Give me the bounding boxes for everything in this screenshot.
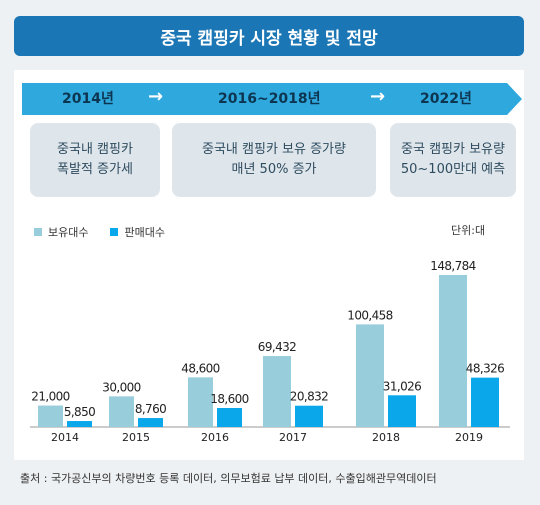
data-label: 100,458 <box>347 308 392 322</box>
bar <box>109 396 134 427</box>
bar <box>295 405 323 427</box>
timeline-label-2014: 2014년 <box>62 91 114 107</box>
data-label: 48,326 <box>466 362 504 376</box>
data-label: 69,432 <box>258 340 296 354</box>
data-label: 31,026 <box>383 379 421 393</box>
info-box-2022: 중국 캠핑카 보유량 50~100만대 예측 <box>390 123 516 197</box>
info-box-2016-2018: 중국내 캠핑카 보유 증가량 매년 50% 증가 <box>172 123 376 197</box>
data-label: 18,600 <box>210 392 248 406</box>
bar <box>263 356 291 427</box>
timeline-arrow <box>22 83 522 115</box>
timeline-label-2022: 2022년 <box>420 91 472 107</box>
bar <box>356 324 384 427</box>
data-label: 48,600 <box>181 361 219 375</box>
legend-label-owned: 보유대수 <box>48 226 89 239</box>
legend-swatch-sold <box>110 228 119 236</box>
data-label: 20,832 <box>290 390 328 404</box>
bar <box>67 421 92 427</box>
data-label: 8,760 <box>135 402 166 416</box>
bar <box>388 395 416 427</box>
bar <box>217 407 242 427</box>
x-tick-label: 2014 <box>51 431 79 444</box>
info-box-2014: 중국내 캠핑카 폭발적 증가세 <box>30 123 160 197</box>
data-label: 30,000 <box>102 380 140 394</box>
legend-swatch-owned <box>34 228 42 236</box>
data-label: 148,784 <box>430 259 475 273</box>
data-label: 21,000 <box>31 390 69 404</box>
bar <box>471 377 499 427</box>
x-tick-label: 2019 <box>455 431 483 444</box>
legend: 보유대수 판매대수 <box>34 224 165 240</box>
timeline-label-2016-2018: 2016~2018년 <box>218 91 321 107</box>
source-note: 출처 : 국가공신부의 차량번호 등록 데이터, 의무보험료 납부 데이터, 수… <box>20 472 437 485</box>
x-tick-label: 2017 <box>279 431 307 444</box>
timeline-arrow-icon: → <box>148 86 164 107</box>
data-label: 5,850 <box>64 405 95 419</box>
chart-title: 중국 캠핑카 시장 현황 및 전망 <box>14 16 524 56</box>
unit-label: 단위:대 <box>451 224 486 237</box>
bar <box>38 405 63 427</box>
x-tick-label: 2015 <box>122 431 150 444</box>
bar <box>439 275 467 427</box>
timeline-arrow-icon: → <box>370 86 386 107</box>
x-tick-label: 2016 <box>201 431 229 444</box>
bar <box>138 418 163 427</box>
x-tick-label: 2018 <box>372 431 400 444</box>
legend-label-sold: 판매대수 <box>124 226 165 239</box>
bar <box>188 377 213 427</box>
